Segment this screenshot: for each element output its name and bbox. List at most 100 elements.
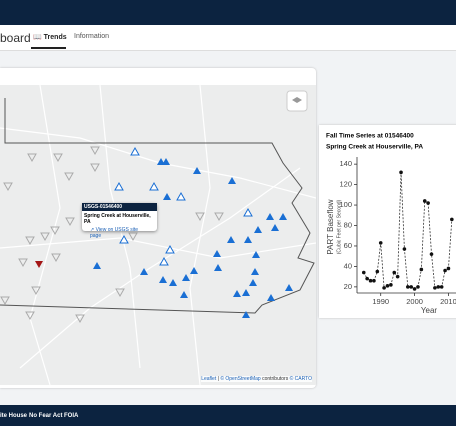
station-marker	[176, 191, 186, 201]
station-marker	[18, 258, 28, 268]
station-marker	[115, 288, 125, 298]
station-marker	[50, 226, 60, 236]
y-tick-label: 100	[339, 200, 352, 209]
station-marker	[51, 253, 61, 263]
station-marker	[159, 276, 167, 283]
data-point	[402, 247, 407, 251]
station-marker	[31, 286, 41, 296]
station-marker	[130, 146, 140, 156]
chart-subtitle: Spring Creek at Houserville, PA	[326, 144, 423, 151]
attr-link[interactable]: Leaflet	[201, 376, 217, 382]
station-marker	[128, 232, 138, 242]
data-point	[372, 278, 376, 283]
y-tick-label: 20	[344, 282, 352, 291]
station-marker	[251, 268, 259, 275]
data-point	[419, 267, 424, 272]
tab-underline	[31, 47, 66, 49]
station-marker	[90, 163, 100, 173]
chart-title: Fall Time Series at 01546400	[326, 133, 414, 140]
data-point	[436, 285, 441, 289]
tab[interactable]: 📖 Trends	[33, 34, 67, 41]
data-point	[426, 201, 430, 205]
station-marker	[249, 279, 257, 286]
station-marker	[25, 311, 35, 321]
map[interactable]	[0, 68, 316, 388]
state-border	[0, 98, 315, 314]
top-bar	[0, 0, 456, 25]
station-marker	[266, 213, 274, 220]
map-card: USGS-01546400 Spring Creek at Houservill…	[0, 68, 316, 388]
data-point	[409, 285, 413, 289]
footer-link[interactable]: FOIA	[64, 413, 79, 419]
header: board 📖 Trends Information	[0, 25, 456, 51]
station-marker	[114, 181, 124, 191]
station-marker	[180, 291, 188, 298]
attr-link[interactable]: © CARTO	[289, 376, 312, 382]
attr-link[interactable]: © OpenStreetMap	[220, 376, 261, 382]
footer-link[interactable]: ite House	[0, 413, 28, 419]
data-point	[422, 199, 427, 203]
y-label: PART Baseflow	[326, 199, 335, 254]
popup: USGS-01546400 Spring Creek at Houservill…	[82, 203, 157, 239]
chart-card: Fall Time Series at 01546400 Spring Cree…	[319, 125, 456, 318]
station-marker	[25, 236, 35, 246]
data-point	[382, 286, 386, 290]
station-marker	[271, 224, 279, 231]
data-point	[416, 285, 420, 289]
data-point	[412, 287, 417, 291]
footer-link[interactable]: No Fear Act	[29, 413, 63, 419]
station-marker	[149, 181, 159, 191]
data-point	[399, 170, 403, 175]
station-marker	[0, 296, 10, 306]
station-marker	[3, 182, 13, 192]
data-point	[361, 270, 366, 275]
station-marker	[244, 236, 252, 243]
station-marker	[93, 262, 101, 269]
station-marker	[140, 268, 148, 275]
station-marker	[285, 284, 293, 291]
y-tick-label: 80	[344, 220, 352, 229]
data-point	[365, 276, 369, 281]
station-marker	[228, 177, 236, 184]
y-tick-label: 120	[339, 180, 352, 189]
station-marker	[214, 264, 222, 271]
footer: ite House No Fear Act FOIA	[0, 405, 456, 426]
data-point	[389, 283, 393, 287]
data-point	[375, 269, 380, 274]
popup-id: USGS-01546400	[82, 203, 157, 211]
selected-station	[35, 261, 43, 268]
station-marker	[27, 153, 37, 163]
station-marker	[243, 207, 253, 217]
tab-label[interactable]: Trends	[43, 34, 67, 41]
station-marker	[159, 256, 169, 266]
station-marker	[227, 236, 235, 243]
station-marker	[195, 212, 205, 222]
station-marker	[279, 213, 287, 220]
station-marker	[193, 167, 201, 174]
y-tick-label: 40	[344, 261, 352, 270]
data-point	[368, 278, 373, 283]
data-point	[406, 285, 410, 289]
station-marker	[65, 217, 75, 227]
attr-text: contributors	[262, 376, 289, 382]
station-marker	[64, 172, 74, 182]
station-marker	[53, 153, 63, 163]
station-marker	[242, 311, 250, 318]
station-marker	[190, 267, 198, 274]
popup-link[interactable]: ↗ View on USGS site page	[90, 227, 139, 239]
x-tick-label: 2010	[440, 297, 456, 306]
attribution: Leaflet | © OpenStreetMap contributors ©…	[201, 376, 312, 382]
layers-icon	[292, 97, 302, 103]
data-point	[439, 285, 444, 289]
station-marker	[182, 274, 190, 281]
station-marker	[169, 279, 177, 286]
station-marker	[75, 314, 85, 324]
y-sublabel: (Cubic Feet per Second)	[336, 199, 342, 254]
data-point	[395, 274, 400, 279]
tab[interactable]: Information	[74, 33, 110, 40]
popup-name: Spring Creek at Houserville, PA	[84, 213, 151, 225]
data-point	[443, 268, 447, 273]
station-marker	[163, 193, 171, 200]
data-point	[429, 252, 434, 256]
